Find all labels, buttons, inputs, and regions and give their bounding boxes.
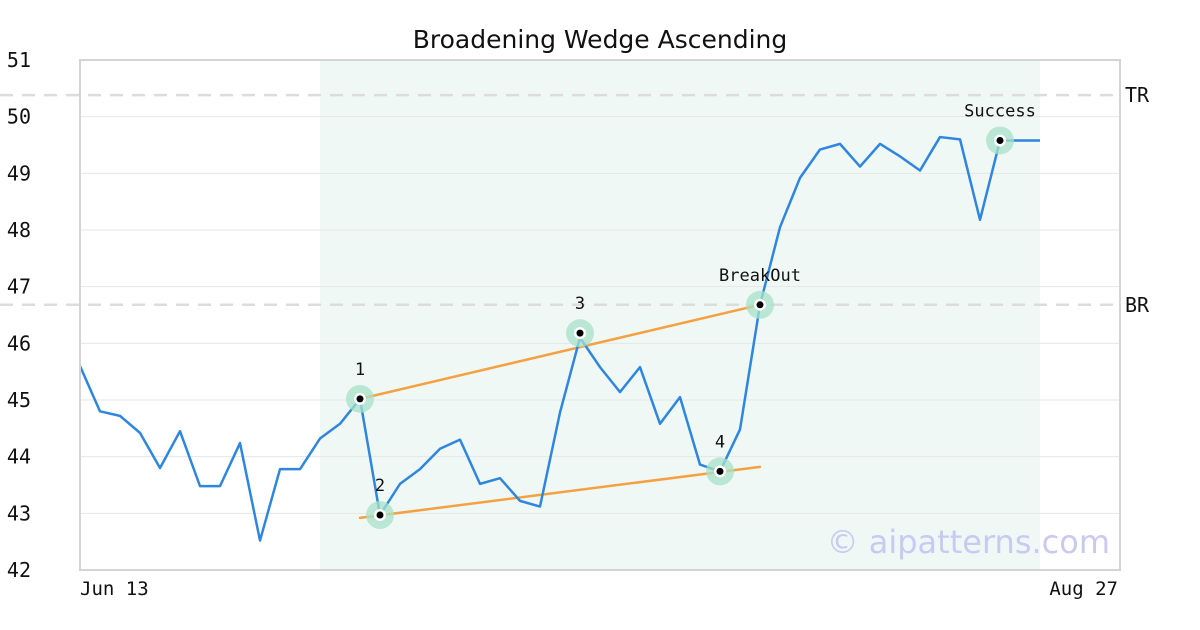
x-tick-label: Aug 27	[1049, 578, 1118, 600]
key-point-4	[716, 467, 724, 475]
y-tick-label: 48	[7, 218, 31, 242]
key-points-layer: 1 2 3 4 BreakOut Success	[346, 101, 1036, 530]
key-point-1	[356, 395, 364, 403]
key-point-label-1: 1	[355, 360, 365, 380]
plot-frame	[79, 59, 1121, 571]
y-tick-label: 50	[7, 105, 31, 129]
key-point-label-3: 3	[575, 294, 585, 314]
y-tick-label: 49	[7, 161, 31, 185]
grid-layer	[80, 116, 1120, 514]
lower-trend-line	[358, 465, 762, 520]
reference-label-tr: TR	[1125, 83, 1150, 107]
key-point-3	[576, 329, 584, 337]
upper-trend-line	[358, 303, 762, 401]
key-point-label-breakout: BreakOut	[719, 266, 801, 286]
key-point-breakout	[756, 301, 764, 309]
reference-label-br: BR	[1125, 293, 1150, 317]
watermark: © aipatterns.com	[827, 523, 1110, 561]
y-tick-label: 43	[7, 501, 31, 525]
pattern-region	[320, 60, 1040, 570]
pattern-region-layer	[320, 60, 1040, 570]
key-point-label-4: 4	[715, 432, 725, 452]
y-tick-label: 42	[7, 558, 31, 582]
key-point-label-success: Success	[964, 101, 1036, 121]
y-tick-label: 46	[7, 331, 31, 355]
key-point-success	[996, 136, 1004, 144]
key-point-label-2: 2	[375, 476, 385, 496]
y-tick-label: 44	[7, 445, 31, 469]
price-series-line	[78, 135, 1040, 542]
series-layer	[78, 135, 1040, 542]
y-tick-label: 47	[7, 275, 31, 299]
y-tick-label: 51	[7, 48, 31, 72]
trend-lines-layer	[358, 303, 762, 520]
chart-title: Broadening Wedge Ascending	[413, 25, 788, 54]
reference-lines-layer: TR BR	[0, 83, 1150, 317]
x-tick-label: Jun 13	[80, 578, 149, 600]
key-point-2	[376, 511, 384, 519]
y-tick-label: 45	[7, 388, 31, 412]
